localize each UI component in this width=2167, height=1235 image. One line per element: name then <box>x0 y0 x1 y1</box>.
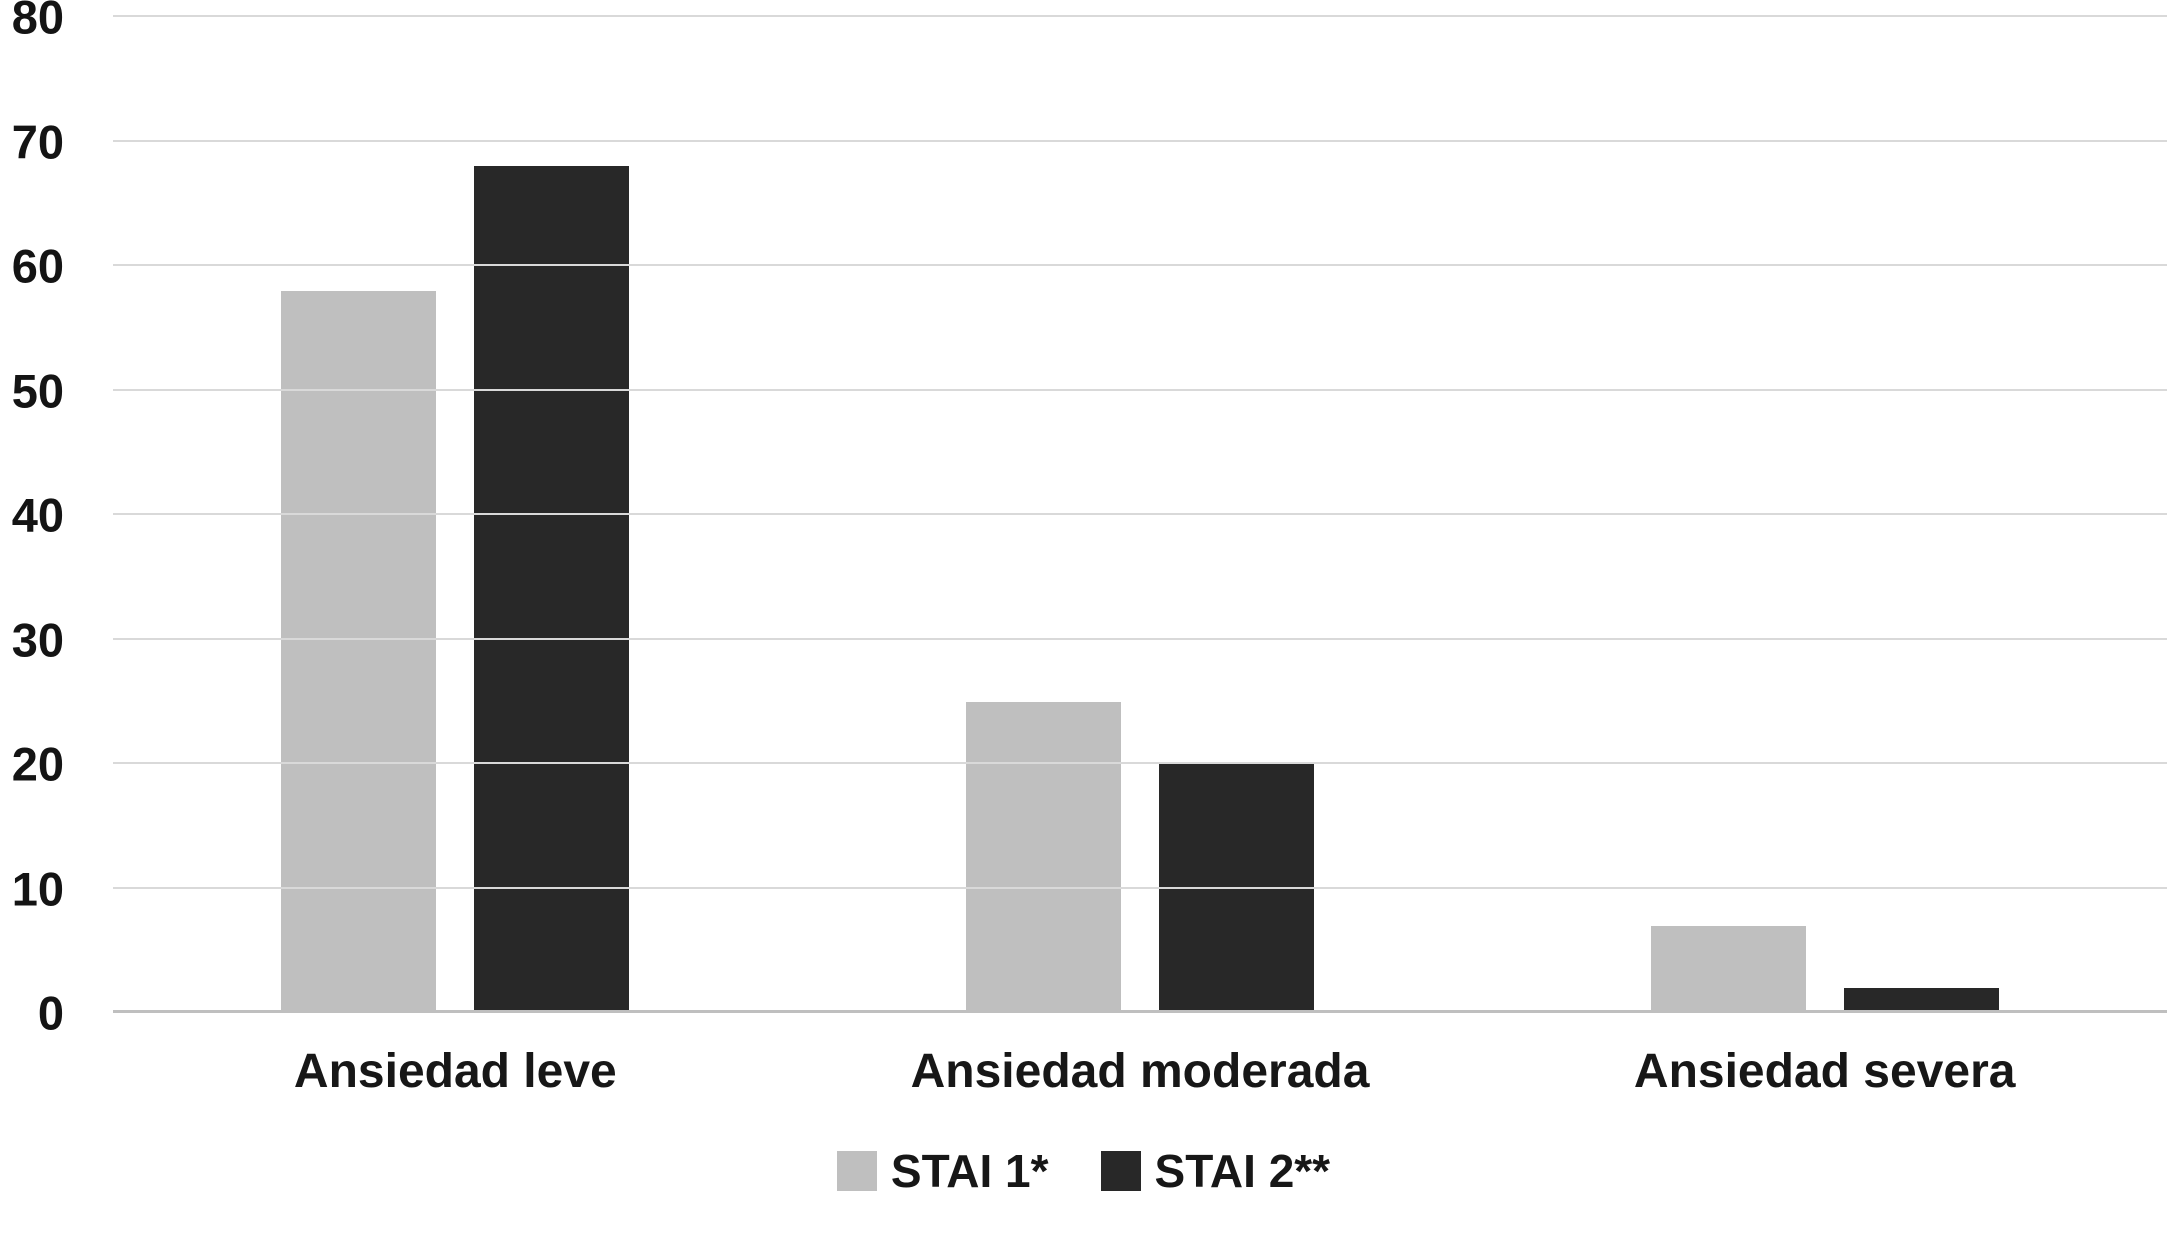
ytick-label: 0 <box>37 986 64 1040</box>
category-slot <box>113 17 798 1013</box>
category-slot <box>798 17 1483 1013</box>
gridline <box>113 513 2167 515</box>
ytick-label: 40 <box>11 488 64 542</box>
bar <box>281 291 437 1013</box>
legend-item: STAI 1* <box>836 1145 1049 1197</box>
gridline <box>113 388 2167 391</box>
bar <box>1843 988 1999 1013</box>
gridline <box>113 637 2167 640</box>
ytick-label: 60 <box>11 239 64 293</box>
legend-label: STAI 2** <box>1154 1145 1331 1197</box>
category-label: Ansiedad moderada <box>910 1045 1370 1098</box>
ytick-label: 50 <box>11 364 64 417</box>
x-axis-baseline <box>113 1010 2167 1013</box>
legend: STAI 1* STAI 2** <box>0 1148 2167 1194</box>
bar <box>1650 926 1806 1013</box>
gridline <box>113 15 2167 17</box>
ytick-label: 30 <box>11 613 64 666</box>
bar <box>966 702 1121 1013</box>
category-label: Ansiedad severa <box>1633 1045 2016 1098</box>
legend-label: STAI 1* <box>890 1145 1049 1197</box>
category-label: Ansiedad leve <box>293 1045 617 1098</box>
bar <box>474 166 630 1013</box>
plot-area <box>113 15 2167 1013</box>
ytick-label: 10 <box>11 862 64 915</box>
ytick-label: 20 <box>11 737 64 791</box>
gridline <box>113 762 2167 764</box>
x-axis-labels: Ansiedad leve Ansiedad moderada Ansiedad s… <box>113 1044 2167 1099</box>
ytick-label: 70 <box>11 115 64 168</box>
bar <box>1159 764 1314 1013</box>
ytick-label: 80 <box>11 0 64 44</box>
gridline <box>113 886 2167 889</box>
gridline <box>113 139 2167 142</box>
category-slot <box>1482 17 2167 1013</box>
legend-item: STAI 2** <box>1100 1145 1331 1197</box>
legend-swatch <box>836 1151 877 1191</box>
legend-swatch <box>1100 1151 1141 1191</box>
y-axis: 0 10 20 30 40 50 60 70 80 <box>0 0 64 1037</box>
gridline <box>113 264 2167 266</box>
bars-row <box>113 17 2167 1013</box>
